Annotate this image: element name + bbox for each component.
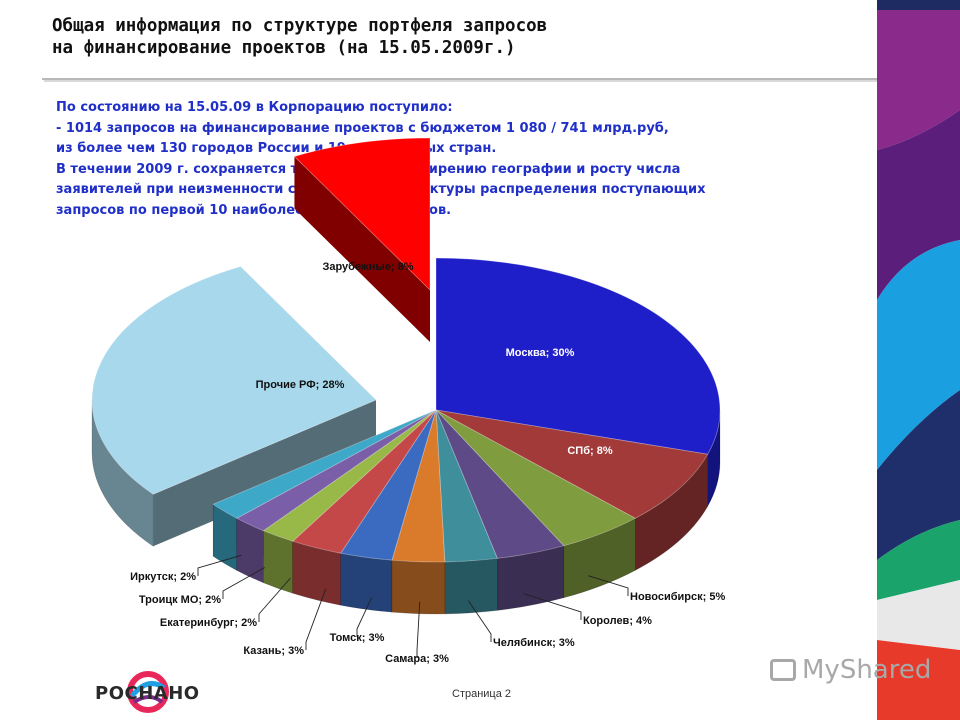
presentation-icon bbox=[770, 659, 796, 681]
leader-line-троицк-мо bbox=[222, 567, 265, 599]
pie-rim-челябинск bbox=[444, 558, 498, 615]
pie-chart: Москва; 30% СПб; 8% Новосибирск; 5% Королев… bbox=[91, 137, 725, 665]
leader-line-челябинск bbox=[468, 600, 492, 642]
title-line-2: на финансирование проектов (на 15.05.200… bbox=[52, 38, 516, 58]
rosnano-logo bbox=[127, 671, 169, 713]
leader-line-королев bbox=[523, 593, 582, 620]
pie-rim-томск bbox=[340, 552, 393, 613]
pie-wall-прочие-рф bbox=[153, 400, 376, 547]
leader-line-самара bbox=[416, 601, 421, 658]
pie-slice-москва bbox=[435, 257, 721, 455]
title-line-1: Общая информация по структуре портфеля з… bbox=[52, 16, 548, 36]
leader-line-новосибирск bbox=[588, 575, 629, 596]
slice-label-казань: Казань; 3% bbox=[243, 645, 304, 657]
page-title: Общая информация по структуре портфеля з… bbox=[52, 15, 547, 59]
leader-line-иркутск bbox=[197, 554, 242, 576]
pie-slice-екатеринбург bbox=[262, 409, 437, 542]
slice-label-прочие-рф: Прочие РФ; 28% bbox=[256, 379, 345, 391]
watermark-text: MyShared bbox=[802, 655, 932, 685]
slice-label-королев: Королев; 4% bbox=[583, 615, 652, 627]
pie-slice-троицк-мо bbox=[235, 409, 437, 532]
slice-label-иркутск: Иркутск; 2% bbox=[130, 571, 196, 583]
pie-slice-королев bbox=[435, 409, 565, 559]
pie-rim-самара bbox=[391, 559, 446, 615]
pie-slice-зарубежные bbox=[293, 137, 431, 291]
pie-slice-челябинск bbox=[435, 409, 498, 563]
pie-slice-спб bbox=[435, 409, 709, 519]
watermark: MyShared bbox=[770, 655, 931, 685]
slice-label-зарубежные: Зарубежные; 8% bbox=[322, 261, 413, 273]
slice-label-троицк-мо: Троицк МО; 2% bbox=[139, 594, 221, 606]
brand-name: РОСНАНО bbox=[95, 683, 200, 704]
slice-label-челябинск: Челябинск; 3% bbox=[493, 637, 575, 649]
pie-slice-новосибирск bbox=[435, 409, 637, 547]
slice-label-екатеринбург: Екатеринбург; 2% bbox=[160, 617, 257, 629]
pie-slice-иркутск bbox=[212, 409, 437, 519]
intro-line-1: По состоянию на 15.05.09 в Корпорацию по… bbox=[56, 100, 453, 115]
leader-line-казань bbox=[305, 588, 327, 650]
page-number: Страница 2 bbox=[452, 688, 512, 700]
pie-tops bbox=[91, 137, 721, 563]
leader-line-томск bbox=[356, 597, 373, 637]
pie-slice-самара bbox=[391, 409, 446, 563]
pie-slice-казань bbox=[291, 409, 437, 554]
slice-label-томск: Томск; 3% bbox=[330, 632, 385, 644]
slice-label-новосибирск: Новосибирск; 5% bbox=[630, 591, 725, 603]
leader-line-екатеринбург bbox=[258, 577, 291, 622]
slice-label-самара: Самара; 3% bbox=[385, 653, 449, 665]
pie-side-зарубежные bbox=[294, 156, 430, 342]
slice-label-спб: СПб; 8% bbox=[567, 445, 612, 457]
pie-leader-lines bbox=[197, 554, 629, 658]
intro-line-2: - 1014 запросов на финансирование проект… bbox=[56, 120, 669, 136]
decorative-ribbons bbox=[877, 0, 960, 720]
title-box: Общая информация по структуре портфеля з… bbox=[42, 6, 890, 80]
pie-wall-зарубежные bbox=[294, 156, 430, 342]
pie-slice-томск bbox=[340, 409, 437, 561]
pie-slice-прочие-рф bbox=[91, 265, 377, 495]
pie-labels: Москва; 30% СПб; 8% Новосибирск; 5% Королев… bbox=[130, 261, 725, 665]
slice-label-москва: Москва; 30% bbox=[506, 347, 575, 359]
